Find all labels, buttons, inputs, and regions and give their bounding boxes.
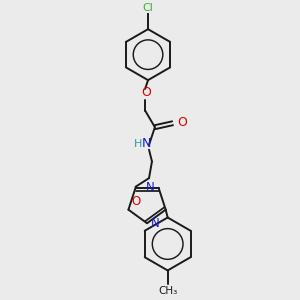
Text: Cl: Cl [142, 4, 154, 14]
Text: O: O [177, 116, 187, 129]
Text: N: N [146, 181, 155, 194]
Text: H: H [134, 139, 142, 149]
Text: O: O [141, 86, 151, 99]
Text: N: N [151, 217, 160, 230]
Text: CH₃: CH₃ [158, 286, 177, 296]
Text: N: N [141, 137, 151, 150]
Text: O: O [131, 195, 141, 208]
